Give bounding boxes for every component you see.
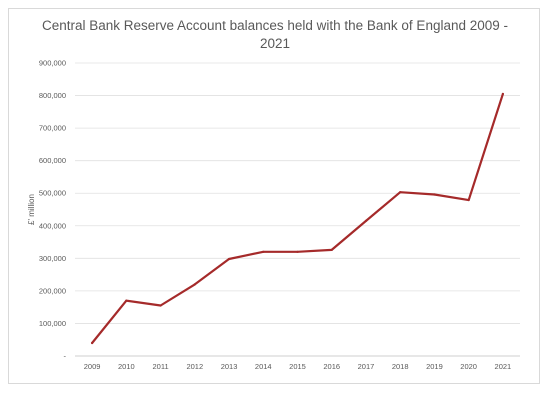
data-point	[91, 341, 94, 345]
x-tick-label: 2019	[426, 362, 443, 371]
x-tick-label: 2010	[118, 362, 135, 371]
data-point	[501, 92, 504, 96]
series-line	[90, 92, 504, 345]
data-point	[399, 191, 402, 194]
x-tick-label: 2021	[495, 362, 512, 371]
data-point	[193, 283, 196, 286]
x-tick-label: 2015	[289, 362, 306, 371]
y-tick-labels: - 100,000 200,000 300,000 400,000 500,000 600,…	[39, 59, 67, 361]
y-tick-label: 300,000	[39, 254, 66, 263]
data-point	[125, 299, 128, 302]
gridlines	[75, 62, 520, 357]
data-point	[262, 250, 265, 253]
y-tick-label: 400,000	[39, 221, 66, 230]
data-point	[433, 193, 436, 196]
chart-title: Central Bank Reserve Account balances he…	[41, 18, 509, 51]
data-point	[467, 198, 470, 202]
y-axis-label: £' million	[27, 194, 36, 225]
x-tick-label: 2018	[392, 362, 409, 371]
x-tick-label: 2016	[323, 362, 340, 371]
x-tick-label: 2012	[186, 362, 203, 371]
y-tick-label: 900,000	[39, 59, 66, 68]
y-tick-label: 200,000	[39, 286, 66, 295]
y-tick-label: 700,000	[39, 124, 66, 133]
x-tick-label: 2020	[460, 362, 477, 371]
x-tick-label: 2017	[358, 362, 375, 371]
data-point	[227, 257, 231, 261]
data-point	[296, 250, 299, 253]
y-tick-label: 500,000	[39, 189, 66, 198]
y-tick-label: 800,000	[39, 91, 66, 100]
y-tick-label: 100,000	[39, 319, 66, 328]
x-tick-label: 2014	[255, 362, 272, 371]
chart-frame	[8, 8, 540, 384]
x-tick-label: 2013	[221, 362, 238, 371]
x-tick-label: 2011	[153, 362, 169, 371]
data-point	[364, 219, 368, 222]
data-point	[159, 304, 162, 307]
y-tick-label: 600,000	[39, 156, 66, 165]
x-tick-labels: 2009 2010 2011 2012 2013 2014 2015 2016 2017 2018…	[84, 362, 511, 371]
y-tick-label: -	[64, 352, 67, 361]
data-point	[330, 248, 333, 251]
series-lines	[90, 92, 504, 345]
x-tick-label: 2009	[84, 362, 101, 371]
